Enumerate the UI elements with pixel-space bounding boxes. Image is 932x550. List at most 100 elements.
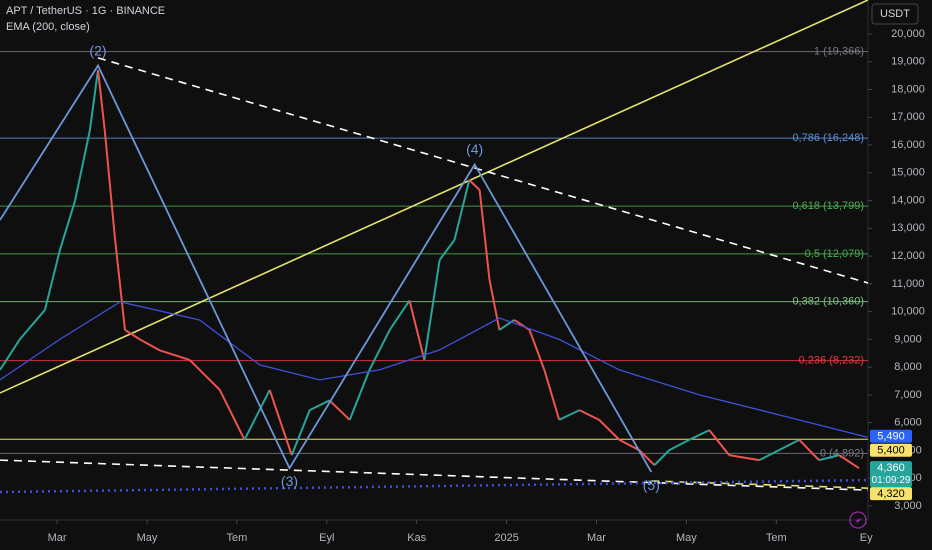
price-segment [58,200,77,251]
y-tick-label: 12,000 [891,250,925,262]
price-segment [159,349,190,361]
price-segment [778,438,800,452]
fib-label: 0,236 (8,232) [799,355,864,367]
price-segment [309,399,330,412]
y-tick-label: 10,000 [891,306,925,318]
y-tick-label: 8,000 [894,361,922,373]
ema-line [0,301,868,438]
price-segment [96,69,106,131]
wave-label: (3) [281,473,298,489]
wave-line [0,63,653,473]
x-tick-label: Tem [766,532,787,544]
price-segment [478,189,491,281]
x-tick-label: Kas [407,532,426,544]
x-tick-label: 2025 [494,532,518,544]
price-segment [498,319,515,331]
wave-label: (4) [466,141,483,157]
price-segment [488,279,501,331]
price-segment [543,369,561,421]
price-segment [0,338,21,371]
fib-label: 0,618 (13,799) [792,200,864,212]
price-badge [870,487,912,501]
price-segment [423,259,441,361]
y-tick-label: 16,000 [891,139,925,151]
currency-label[interactable]: USDT [880,8,910,20]
countdown: 01:09:29 [872,475,911,486]
price-badge-label: 5,490 [877,431,905,443]
x-tick-label: Mar [48,532,67,544]
price-segment [103,129,117,240]
price-segment [618,438,640,452]
price-segment [88,69,99,131]
y-tick-label: 19,000 [891,56,925,68]
plot-layer: 1 (19,366) 0,786 (16,248) 0,618 (13,799) 0,… [0,0,868,494]
price-segment [74,129,91,201]
price-segment [348,369,371,421]
trend-line [97,57,868,284]
fib-label: 0,382 (10,360) [792,296,864,308]
price-segment [468,179,481,191]
y-tick-label: 3,000 [894,500,922,512]
price-segment [188,359,221,391]
price-segment [708,429,730,456]
price-segment [268,389,293,456]
price-badge-label: 4,320 [877,488,905,500]
plot-area: 1 (19,366) 0,786 (16,248) 0,618 (13,799) 0,… [0,0,868,494]
y-tick-label: 7,000 [894,389,922,401]
indicator-name: EMA (200, close) [6,21,90,33]
y-tick-label: 6,000 [894,417,922,429]
x-tick-label: Mar [587,532,606,544]
price-axis-bg [868,0,932,550]
fib-label: 0,786 (16,248) [792,132,864,144]
price-segment [653,449,671,466]
trend-line [0,478,868,494]
price-segment [328,399,351,421]
y-tick-label: 14,000 [891,194,925,206]
price-segment [368,329,391,371]
price-badge [870,429,912,443]
price-badge [870,461,912,488]
x-tick-label: May [676,532,697,544]
price-segment [124,329,141,341]
price-segment [528,329,546,371]
y-tick-label: 9,000 [894,333,922,345]
price-segment [758,449,780,462]
y-tick-label: 15,000 [891,167,925,179]
fib-label: 1 (19,366) [814,46,864,58]
price-segment [838,454,860,470]
currency-button[interactable] [871,3,919,25]
x-tick-label: Tem [227,532,248,544]
price-segment [728,454,760,462]
fib-label: 0,5 (12,079) [805,248,864,260]
y-tick-label: 18,000 [891,83,925,95]
y-tick-label: 13,000 [891,222,925,234]
price-segment [438,239,456,261]
price-segment [598,419,621,441]
wave-label: (5) [643,477,660,493]
trend-line [0,459,868,491]
price-segment [798,439,820,461]
price-segment [638,449,656,466]
price-badge-label: 5,400 [877,445,905,457]
price-segment [408,300,426,361]
price-segment [558,409,580,421]
symbol-title: APT / TetherUS · 1G · BINANCE [6,5,165,17]
price-segment [43,250,61,311]
price-segment [688,429,710,441]
y-tick-label: 11,000 [892,278,925,290]
wave-label: (2) [89,42,106,58]
price-segment [388,299,411,331]
price-segment [290,409,311,456]
price-segment [19,309,46,341]
price-segment [114,239,126,331]
price-segment [139,338,161,352]
price-segment [668,438,690,452]
price-badge-label: 4,360 [877,462,905,474]
price-segment [453,179,471,241]
x-tick-label: May [137,532,158,544]
price-segment [218,389,246,441]
price-segment [243,389,271,441]
price-segment [818,454,840,462]
